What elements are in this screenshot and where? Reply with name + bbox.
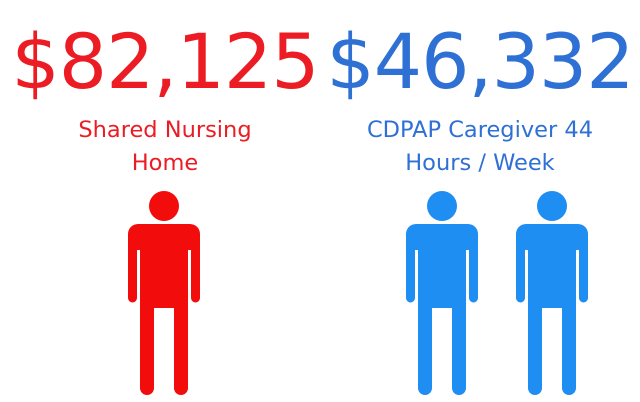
cdpap-cost: $46,332 bbox=[326, 17, 634, 106]
cdpap-label: CDPAP Caregiver 44 Hours / Week bbox=[320, 114, 640, 180]
nursing-home-label-line2: Home bbox=[131, 150, 199, 176]
cdpap-label-line1: CDPAP Caregiver 44 bbox=[366, 117, 594, 143]
nursing-home-label-line1: Shared Nursing bbox=[78, 117, 252, 143]
nursing-home-label: Shared Nursing Home bbox=[0, 114, 330, 180]
person-icon bbox=[406, 190, 478, 396]
cdpap-panel: $46,332 CDPAP Caregiver 44 Hours / Week bbox=[320, 0, 640, 402]
person-icon bbox=[128, 190, 200, 396]
person-icon bbox=[516, 190, 588, 396]
nursing-home-cost: $82,125 bbox=[11, 17, 319, 106]
nursing-home-panel: $82,125 Shared Nursing Home bbox=[0, 17, 330, 396]
cdpap-label-line2: Hours / Week bbox=[405, 150, 555, 176]
